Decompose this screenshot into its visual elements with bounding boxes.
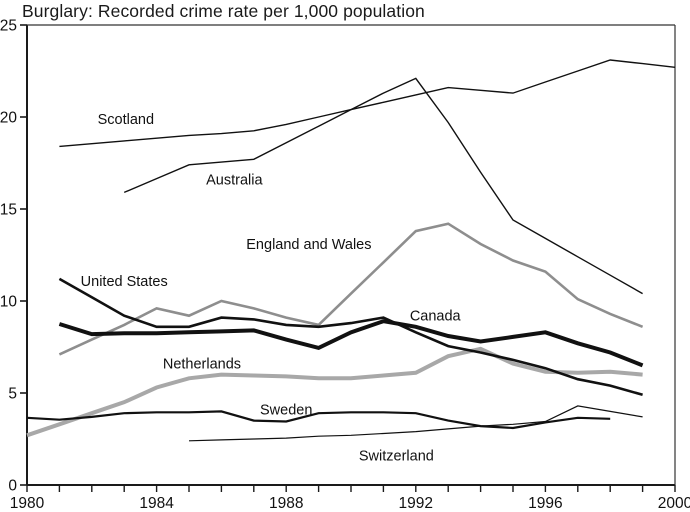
series-lines (26, 59, 676, 442)
series-line-england-wales (58, 222, 644, 356)
x-tick-label: 1992 (399, 495, 433, 512)
chart-title: Burglary: Recorded crime rate per 1,000 … (22, 1, 425, 21)
y-tick-label: 10 (0, 294, 17, 311)
x-tick-label: 1996 (528, 495, 562, 512)
series-line-sweden (26, 410, 611, 430)
series-label-united-states: United States (81, 274, 168, 290)
series-line-netherlands (26, 346, 643, 438)
series-line-scotland (59, 59, 676, 148)
series-label-sweden: Sweden (260, 403, 312, 419)
y-axis-ticks: 0 5 10 15 20 25 (0, 18, 27, 495)
x-tick-label: 1988 (269, 495, 303, 512)
series-label-switzerland: Switzerland (359, 449, 434, 465)
y-tick-label: 0 (8, 478, 17, 495)
y-tick-label: 25 (0, 18, 17, 35)
series-line-australia (123, 77, 643, 295)
series-label-canada: Canada (410, 309, 462, 325)
x-tick-label: 1980 (10, 495, 45, 512)
series-line-switzerland (188, 405, 643, 442)
series-label-australia: Australia (206, 173, 263, 189)
x-tick-label: 1984 (139, 495, 174, 512)
series-label-scotland: Scotland (98, 112, 154, 128)
x-tick-label: 2000 (658, 495, 690, 512)
series-label-netherlands: Netherlands (163, 357, 241, 373)
y-tick-label: 20 (0, 110, 17, 127)
y-tick-label: 15 (0, 202, 17, 219)
series-line-canada (58, 319, 644, 368)
y-tick-label: 5 (8, 386, 17, 403)
series-labels: Netherlands England and Wales Switzerland S… (81, 112, 462, 465)
series-line-united-states (58, 277, 643, 397)
series-label-england-wales: England and Wales (246, 237, 371, 253)
plot-frame (26, 24, 676, 486)
x-axis-ticks: 1980 1984 1988 1992 1996 2000 (10, 485, 690, 512)
